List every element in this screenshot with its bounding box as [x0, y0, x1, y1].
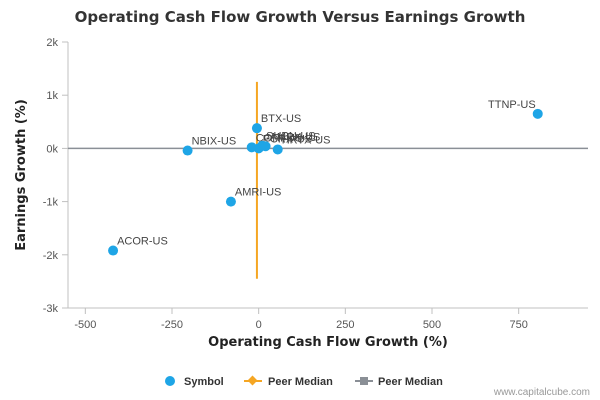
point-label: BTX-US [261, 113, 301, 125]
y-tick-label: -3k [43, 303, 59, 315]
point-marker [532, 108, 543, 119]
point-label: HRTX-US [282, 134, 331, 146]
legend-item-peer-median-vertical[interactable]: Peer Median [244, 375, 333, 388]
legend: Symbol Peer Median Peer Median [165, 375, 443, 388]
point-label: PCRX-US [263, 133, 313, 145]
y-axis-title: Earnings Growth (%) [14, 99, 29, 251]
point-marker [225, 196, 236, 207]
x-axis-ticks: -500 -250 0 250 500 750 [74, 308, 528, 331]
point-label: AMRX-US [270, 131, 321, 143]
data-point[interactable]: TTNP-US [488, 99, 543, 119]
legend-square-icon [360, 377, 368, 385]
data-point[interactable]: HRTX-US [272, 134, 331, 155]
point-marker [272, 144, 283, 155]
x-tick-label: 750 [509, 319, 527, 331]
point-marker [108, 245, 119, 256]
legend-item-peer-median-horizontal[interactable]: Peer Median [355, 376, 443, 388]
x-tick-label: -250 [161, 319, 183, 331]
y-tick-label: 1k [46, 90, 58, 102]
point-marker [182, 145, 193, 156]
data-point[interactable]: AMRI-US [225, 187, 281, 207]
legend-label-symbol: Symbol [184, 376, 224, 388]
data-point[interactable]: AMRX-US [260, 131, 321, 152]
point-label: ACOR-US [117, 236, 168, 248]
y-tick-label: -1k [43, 197, 59, 209]
legend-label-peer-median-1: Peer Median [268, 376, 333, 388]
y-tick-label: -2k [43, 250, 59, 262]
point-label: TTNP-US [488, 99, 536, 111]
point-marker [251, 123, 262, 134]
point-label: SUPN-US [266, 131, 316, 143]
chart-title: Operating Cash Flow Growth Versus Earnin… [75, 8, 526, 26]
legend-circle-icon [165, 376, 175, 386]
data-point[interactable]: NBIX-US [182, 136, 237, 156]
x-tick-label: -500 [74, 319, 96, 331]
point-marker [260, 141, 271, 152]
data-points: TTNP-US BTX-US NBIX-US AMRI-US ACOR-US CORI-U… [108, 99, 543, 256]
y-tick-label: 0k [46, 143, 58, 155]
x-tick-label: 0 [256, 319, 262, 331]
x-tick-label: 250 [336, 319, 354, 331]
y-axis-ticks: 2k 1k 0k -1k -2k -3k [43, 37, 68, 315]
x-tick-label: 500 [423, 319, 441, 331]
legend-label-peer-median-2: Peer Median [378, 376, 443, 388]
y-tick-label: 2k [46, 37, 58, 49]
data-point[interactable]: BTX-US [251, 113, 301, 134]
legend-item-symbol[interactable]: Symbol [165, 376, 224, 388]
x-axis-title: Operating Cash Flow Growth (%) [208, 335, 448, 350]
credit-text: www.capitalcube.com [493, 387, 590, 398]
point-label: CORI-US [256, 132, 302, 144]
legend-diamond-icon [247, 375, 258, 386]
data-point[interactable]: ACOR-US [108, 236, 168, 256]
point-label: AMRI-US [235, 187, 281, 199]
data-point[interactable]: CORI-US [246, 132, 302, 153]
point-label: NBIX-US [192, 136, 237, 148]
